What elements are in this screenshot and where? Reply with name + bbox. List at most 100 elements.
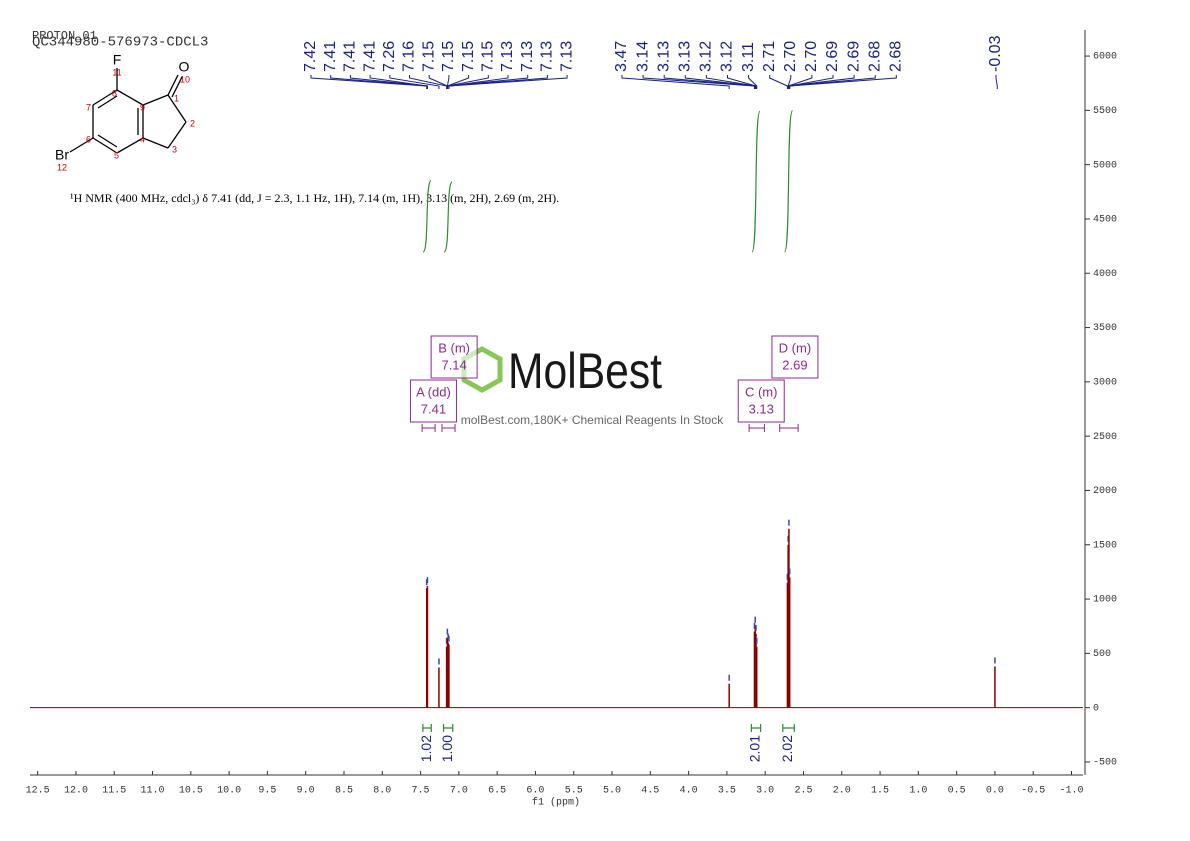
multiplet-range (441, 424, 456, 432)
peak-pick-label: 2.68 (866, 41, 883, 72)
x-axis-label: f1 (ppm) (532, 797, 580, 809)
x-tick-label: 3.5 (718, 786, 736, 797)
x-tick-label: 3.0 (756, 786, 774, 797)
peak-pick-label: 3.12 (698, 41, 715, 72)
peak-pick-label: 7.26 (381, 41, 398, 72)
atom-index: 2 (190, 118, 195, 128)
x-tick-label: 11.5 (102, 786, 126, 797)
peak-pick-label: 2.68 (888, 41, 905, 72)
atom-index: 5 (114, 150, 119, 160)
logo-text: MolBest (508, 343, 662, 399)
x-tick-label: 7.0 (450, 786, 468, 797)
peak-pick-label: 2.70 (803, 41, 820, 72)
y-tick-label: 2000 (1093, 486, 1117, 497)
multiplet-box (409, 379, 457, 423)
integral-bracket (422, 724, 432, 732)
atom-index: 8 (112, 88, 117, 98)
x-tick-label: 2.5 (794, 786, 812, 797)
peak-pick-label: 7.41 (342, 41, 359, 72)
integral-bracket (782, 724, 795, 732)
integral-label: 2.01 (747, 735, 763, 762)
peak-pick-label: 7.42 (302, 41, 319, 72)
peak-pick-label: 7.41 (361, 41, 378, 72)
x-tick-label: 4.0 (680, 786, 698, 797)
y-tick-label: 5500 (1093, 106, 1117, 117)
atom-index: 7 (86, 102, 91, 112)
atom-index: 10 (180, 74, 190, 84)
peak-pick-label: 7.15 (460, 41, 477, 72)
multiplet-shift: 7.41 (421, 401, 446, 416)
peak-pick-connector (769, 75, 788, 89)
peak-pick-connector (789, 75, 876, 89)
peak-pick-connector (389, 75, 440, 89)
atom: Br (55, 147, 69, 163)
peak-pick-label: 3.11 (740, 42, 757, 72)
atom-index: 9 (140, 102, 145, 112)
atom: F (113, 52, 122, 68)
peak-pick-connector (727, 75, 757, 89)
integral-curve (422, 180, 432, 253)
atom-index: 11 (112, 67, 121, 77)
multiplet-shift: 7.14 (441, 357, 466, 372)
multiplet-box (771, 335, 819, 379)
y-tick-label: 3500 (1093, 323, 1117, 334)
y-tick-label: 500 (1093, 649, 1111, 660)
x-tick-label: 12.0 (64, 786, 88, 797)
x-tick-label: 5.5 (565, 786, 583, 797)
x-tick-label: 1.5 (871, 786, 889, 797)
y-tick-label: 0 (1093, 703, 1099, 714)
x-tick-label: 10.5 (179, 786, 203, 797)
multiplet-label: B (m) (438, 340, 470, 355)
watermark: MolBest molBest.com,180K+ Chemical Reage… (461, 343, 724, 427)
peak-pick-label: 3.13 (655, 41, 672, 72)
peak-pick-connector (310, 75, 428, 89)
multiplet-label: C (m) (745, 384, 778, 399)
peak-pick-connector (788, 75, 855, 89)
x-tick-label: 6.5 (488, 786, 506, 797)
integral-bracket (750, 724, 762, 732)
multiplet-shift: 2.69 (782, 357, 807, 372)
atom-index: 1 (174, 93, 179, 103)
peak-pick-connector (409, 75, 448, 89)
x-tick-label: 2.0 (833, 786, 851, 797)
peak-pick-label: 7.13 (499, 41, 516, 72)
x-tick-label: -1.0 (1060, 786, 1084, 797)
y-tick-label: 1000 (1093, 595, 1117, 606)
description: ¹H NMR (400 MHz, cdcl₃) δ 7.41 (dd, J = … (70, 191, 559, 205)
integral-label: 1.00 (439, 735, 455, 762)
peak-pick-connector (448, 75, 568, 89)
y-tick-label: 4000 (1093, 269, 1117, 280)
atom-index: 4 (140, 134, 145, 144)
atom-index: 12 (57, 162, 67, 172)
tagline: molBest.com,180K+ Chemical Reagents In S… (461, 413, 724, 427)
atom-index: 6 (86, 134, 91, 144)
y-tick-label: 3000 (1093, 378, 1117, 389)
multiplet-label: D (m) (779, 340, 812, 355)
peak-pick-label: 2.71 (761, 41, 778, 72)
x-tick-label: 6.0 (526, 786, 544, 797)
peak-pick-connector (369, 75, 428, 89)
peak-pick-connector (621, 75, 730, 89)
x-tick-label: -0.5 (1021, 786, 1045, 797)
peak-pick-connector (684, 75, 756, 89)
y-tick-label: 6000 (1093, 52, 1117, 63)
multiplet-range (779, 424, 799, 432)
y-tick-label: 2500 (1093, 432, 1117, 443)
atom: O (179, 59, 190, 75)
peak-pick-label: 7.15 (420, 41, 437, 72)
integral-curve (443, 181, 453, 253)
peak-pick-connector (428, 75, 448, 89)
x-tick-label: 0.5 (948, 786, 966, 797)
x-tick-label: 12.5 (26, 786, 50, 797)
peak-pick-label: 7.16 (401, 41, 418, 72)
peak-pick-label: 7.15 (440, 41, 457, 72)
multiplet-box (430, 335, 478, 379)
integral-curve (751, 110, 761, 253)
x-tick-label: 9.5 (258, 786, 276, 797)
multiplet-shift: 3.13 (749, 401, 774, 416)
x-tick-label: 11.0 (141, 786, 165, 797)
x-tick-label: 7.5 (412, 786, 430, 797)
x-tick-label: 0.0 (986, 786, 1004, 797)
multiplet-box (737, 379, 785, 423)
